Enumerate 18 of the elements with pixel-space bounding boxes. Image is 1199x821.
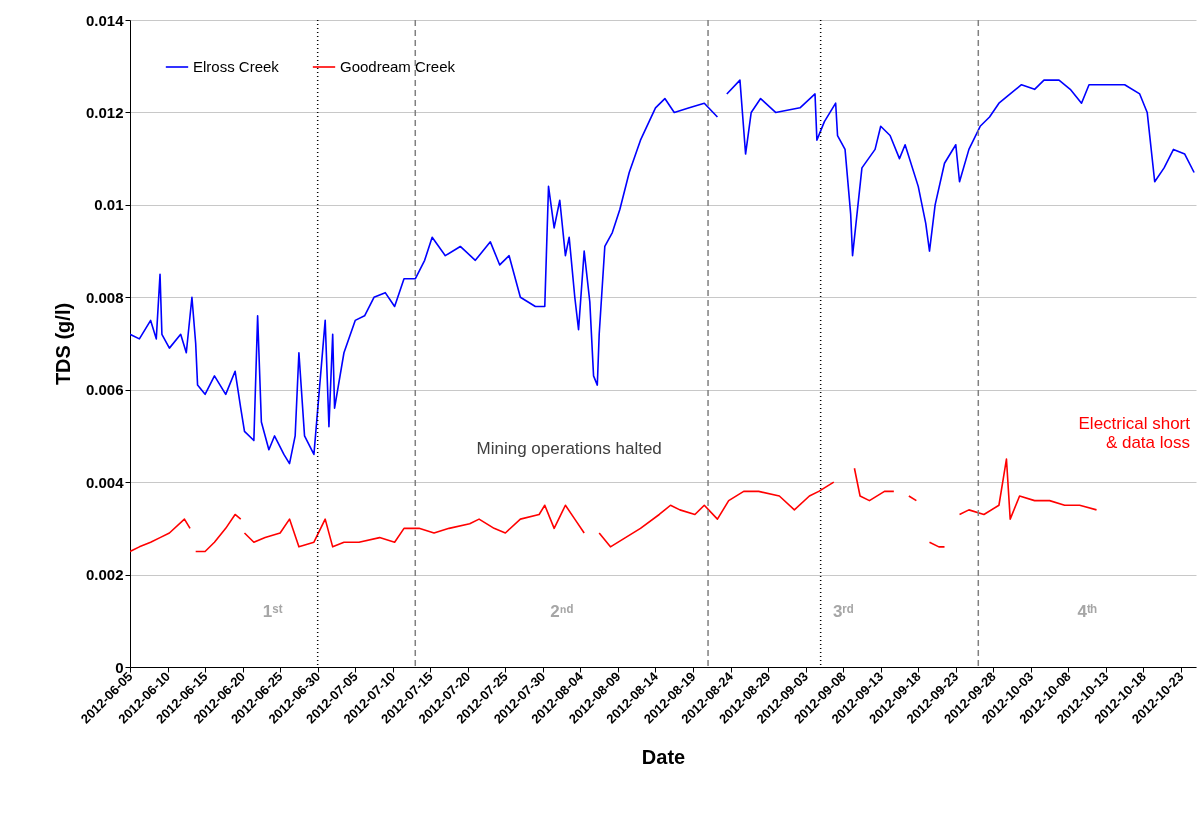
- legend-label: Elross Creek: [193, 58, 280, 75]
- annotation: 3ʳᵈ: [832, 602, 854, 622]
- legend-label: Goodream Creek: [340, 58, 456, 75]
- annotation: Electrical short & data loss: [1078, 414, 1191, 453]
- y-tick-label: 0.01: [94, 196, 124, 214]
- y-tick-label: 0.006: [85, 381, 124, 399]
- y-tick-label: 0.008: [85, 288, 124, 306]
- y-tick-label: 0.002: [85, 566, 124, 584]
- y-tick-label: 0: [115, 658, 124, 676]
- y-tick-label: 0.004: [85, 473, 125, 491]
- annotation: 1ˢᵗ: [262, 602, 283, 622]
- annotation: Mining operations halted: [476, 438, 662, 458]
- y-tick-label: 0.012: [85, 103, 124, 121]
- y-tick-label: 0.014: [85, 11, 125, 29]
- annotation: 4ᵗʰ: [1077, 602, 1097, 622]
- annotation: 2ⁿᵈ: [550, 602, 574, 622]
- y-axis-title: TDS (g/l): [51, 302, 74, 386]
- x-axis-title: Date: [641, 746, 686, 769]
